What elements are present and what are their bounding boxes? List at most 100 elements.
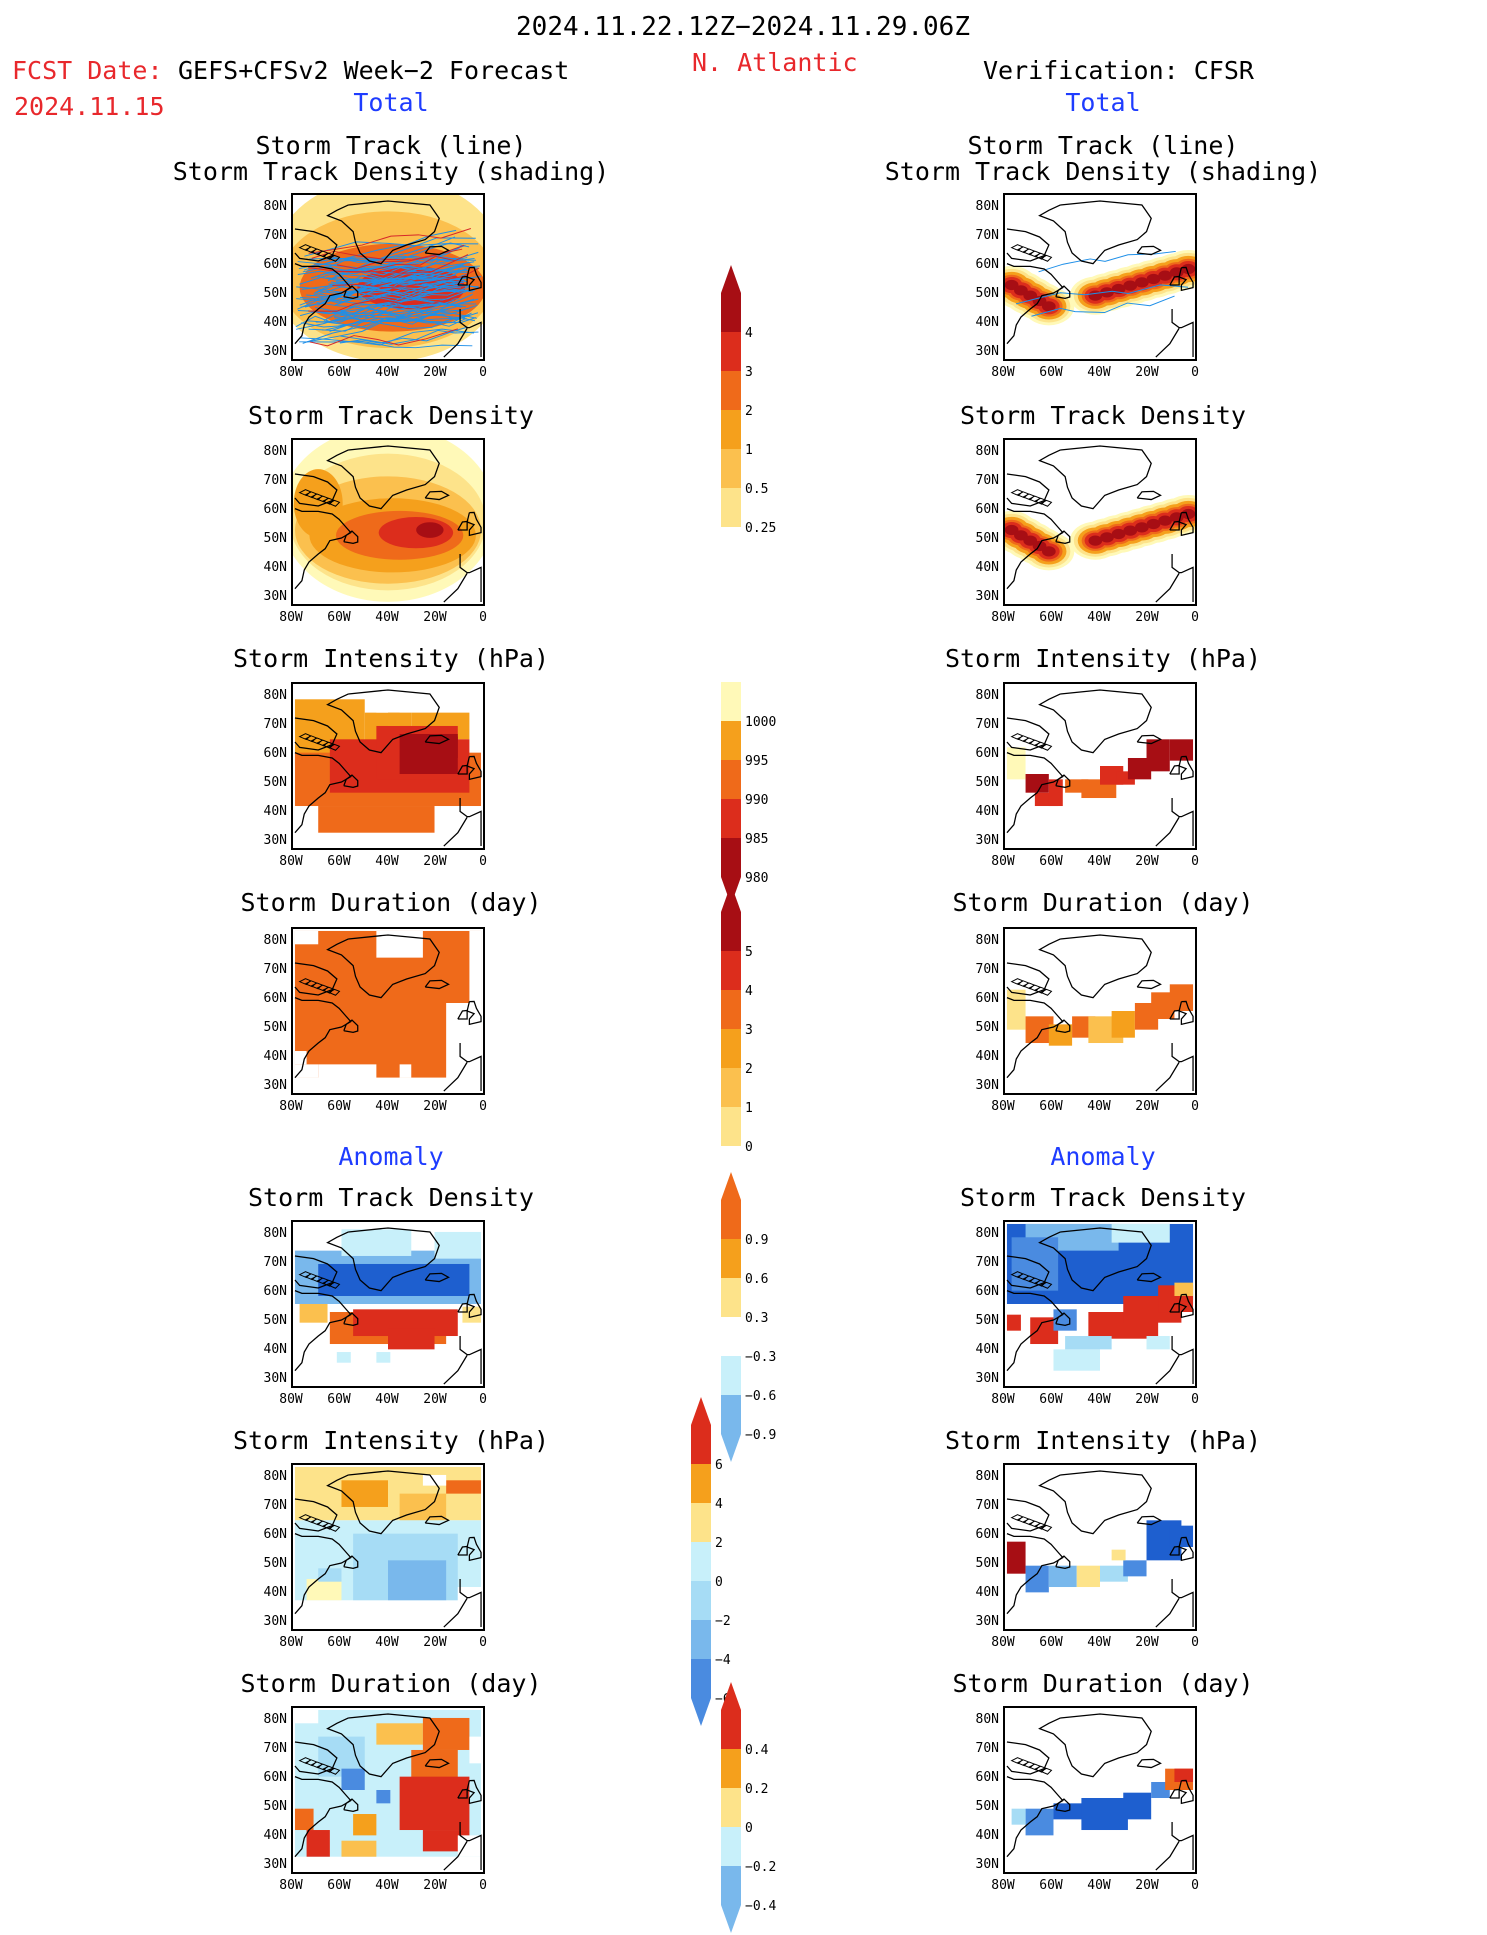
coastline — [1006, 752, 1064, 834]
coastline — [1171, 309, 1194, 358]
storm-track-line — [307, 312, 479, 343]
island-outline — [1033, 252, 1047, 260]
island-outline — [1039, 1767, 1053, 1775]
lat-tick-label: 60N — [263, 257, 287, 272]
grid-cell — [1111, 1011, 1135, 1038]
coastline — [1136, 734, 1162, 745]
coastline — [424, 734, 450, 745]
lat-tick-label: 60N — [975, 1770, 999, 1785]
colorbar-segment — [721, 1710, 741, 1749]
coastline — [1155, 327, 1180, 358]
lat-tick-label: 50N — [263, 1799, 287, 1814]
lat-tick-label: 70N — [975, 1498, 999, 1513]
coastline — [443, 572, 468, 603]
lat-tick-label: 70N — [975, 962, 999, 977]
grid-cell — [376, 1723, 423, 1745]
lon-tick-label: 20W — [423, 1878, 447, 1893]
lat-tick-label: 40N — [263, 560, 287, 575]
lat-tick-label: 30N — [975, 1371, 999, 1386]
coastline — [1055, 1019, 1071, 1034]
grid-cell — [376, 1352, 391, 1363]
lat-tick-label: 40N — [263, 804, 287, 819]
storm-track-line — [321, 317, 477, 332]
grid-cell — [1111, 1549, 1126, 1561]
storm-track-line — [313, 282, 479, 298]
grid-cell — [1100, 1565, 1128, 1582]
lat-tick-label: 60N — [263, 1284, 287, 1299]
coastline — [459, 1579, 482, 1628]
grid-cell — [457, 1835, 482, 1857]
lat-tick-label: 80N — [975, 688, 999, 703]
coastline — [294, 1255, 338, 1289]
colorbar-label: 6 — [715, 1458, 723, 1473]
grid-cell — [1169, 739, 1194, 761]
island-outline — [1039, 499, 1053, 507]
lon-tick-label: 60W — [1039, 1878, 1063, 1893]
coastline — [1155, 816, 1180, 847]
panel-title-track-line-right: Storm Track (line) — [967, 131, 1239, 160]
island-outline — [1022, 1275, 1035, 1283]
lon-tick-label: 60W — [1039, 1099, 1063, 1114]
lat-tick-label: 30N — [975, 1078, 999, 1093]
island-outline — [310, 737, 323, 745]
coastline — [1171, 1822, 1194, 1871]
colorbar-arrow — [721, 1905, 741, 1933]
storm-track-line — [305, 293, 473, 329]
lat-tick-label: 70N — [263, 962, 287, 977]
coastline — [1171, 1579, 1194, 1628]
lon-tick-label: 80W — [279, 854, 303, 869]
island-outline — [304, 1273, 318, 1281]
colorbar-segment — [721, 1749, 741, 1788]
colorbar-label: −0.3 — [745, 1350, 777, 1365]
island-outline — [1033, 497, 1047, 505]
lat-tick-label: 60N — [975, 1284, 999, 1299]
storm-track-line — [296, 282, 474, 302]
lat-tick-label: 80N — [975, 933, 999, 948]
colorbar-segment — [721, 1239, 741, 1278]
grid-cell — [1127, 757, 1152, 780]
colorbar-segment — [721, 1866, 741, 1905]
panel-title-duration-left: Storm Duration (day) — [240, 888, 542, 917]
lat-tick-label: 70N — [975, 228, 999, 243]
lon-tick-label: 80W — [991, 1635, 1015, 1650]
coastline — [1178, 1536, 1194, 1562]
island-outline — [1033, 1279, 1047, 1287]
coastline — [294, 1533, 352, 1615]
coastline — [343, 774, 359, 789]
fcst-label: FCST Date: — [12, 56, 163, 85]
coastline — [459, 1336, 482, 1385]
grid-cell — [399, 1776, 470, 1831]
island-outline — [1039, 1281, 1053, 1289]
lon-tick-label: 80W — [991, 1878, 1015, 1893]
grid-cell — [1053, 1803, 1089, 1820]
lon-tick-label: 0 — [479, 1392, 487, 1407]
colorbar — [721, 1682, 741, 1933]
lat-tick-label: 30N — [975, 1614, 999, 1629]
island-outline — [298, 1514, 312, 1522]
colorbar-segment — [721, 760, 741, 799]
date-range-title: 2024.11.22.12Z−2024.11.29.06Z — [516, 12, 970, 42]
colorbar-label: 990 — [745, 793, 769, 808]
colorbar-arrow — [721, 1682, 741, 1710]
panel-title-intensity-right: Storm Intensity (hPa) — [944, 644, 1262, 673]
density-contour — [1158, 270, 1172, 281]
coastline — [326, 1713, 440, 1778]
panel-title-intensity-anom-right: Storm Intensity (hPa) — [944, 1426, 1262, 1455]
panel-title-density-left: Storm Track Density — [248, 401, 534, 430]
grid-cell — [353, 1814, 377, 1836]
colorbar-segment — [691, 1425, 711, 1464]
island-outline — [1022, 1761, 1035, 1769]
colorbar-arrow — [721, 884, 741, 912]
panel-title-duration-right: Storm Duration (day) — [952, 888, 1254, 917]
coastline — [1136, 1758, 1162, 1769]
density-contour — [1135, 522, 1149, 533]
grid-cell — [1076, 1565, 1100, 1588]
colorbar-label: −0.6 — [745, 1389, 777, 1404]
density-contour — [1181, 508, 1195, 520]
lat-tick-label: 40N — [975, 315, 999, 330]
lon-tick-label: 0 — [1191, 854, 1199, 869]
colorbar-segment — [721, 1788, 741, 1827]
coastline — [1006, 962, 1050, 996]
lon-tick-label: 60W — [1039, 1392, 1063, 1407]
storm-track-line — [297, 257, 468, 275]
